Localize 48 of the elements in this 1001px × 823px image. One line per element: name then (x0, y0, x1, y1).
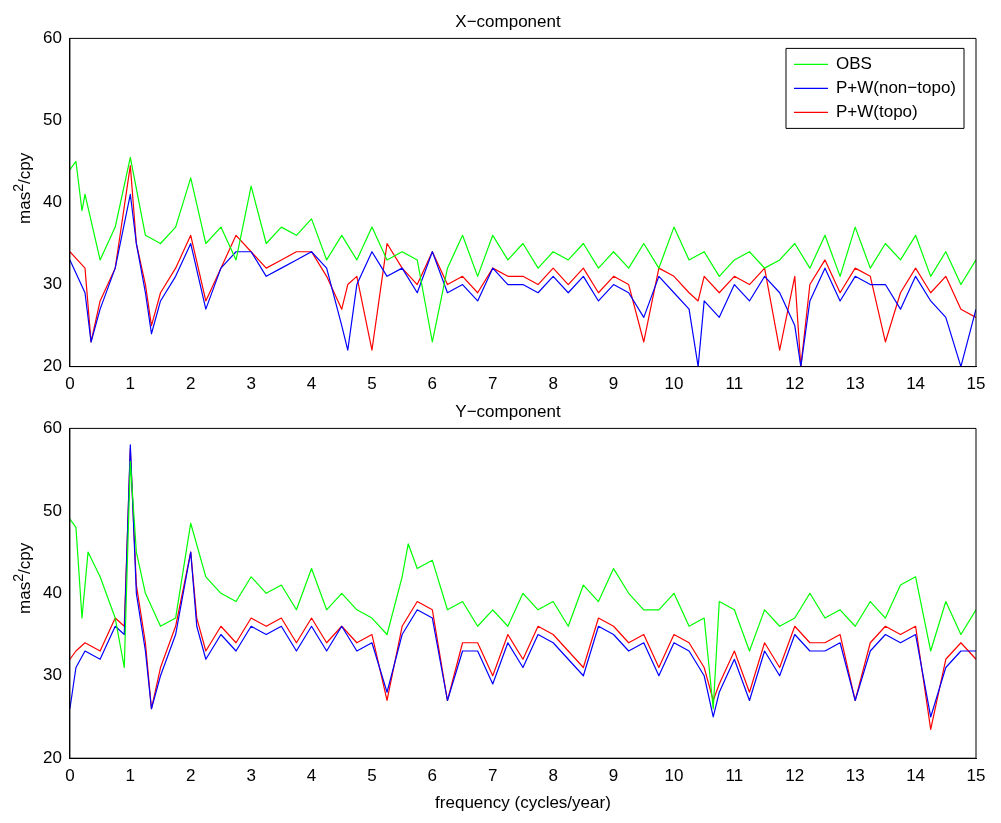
legend-label: P+W(non−topo) (835, 78, 956, 98)
y-tick-label: 20 (42, 747, 62, 767)
legend-label: P+W(topo) (835, 102, 918, 122)
chart-title: Y−component (455, 401, 561, 421)
x-tick-label: 4 (306, 374, 317, 394)
x-tick-label: 6 (427, 766, 438, 786)
y-tick-label: 60 (42, 28, 62, 48)
chart-title: X−component (455, 11, 561, 31)
x-tick-label: 0 (65, 766, 75, 786)
x-tick-label: 1 (125, 374, 136, 394)
x-tick-label: 5 (367, 374, 377, 394)
x-tick-label: 4 (306, 766, 317, 786)
x-tick-label: 15 (966, 766, 986, 786)
x-tick-label: 15 (966, 374, 986, 394)
y-tick-label: 60 (42, 418, 62, 438)
x-tick-label: 3 (246, 374, 256, 394)
y-tick-label: 30 (42, 274, 62, 294)
x-tick-label: 7 (488, 766, 498, 786)
y-tick-label: 40 (42, 582, 62, 602)
y-tick-label: 50 (42, 110, 62, 130)
x-tick-label: 14 (906, 766, 926, 786)
x-tick-label: 2 (185, 374, 196, 394)
legend-label: OBS (835, 54, 872, 74)
x-tick-label: 9 (608, 374, 619, 394)
x-tick-label: 14 (906, 374, 926, 394)
x-tick-label: 10 (664, 766, 684, 786)
x-tick-label: 12 (785, 766, 805, 786)
x-tick-label: 7 (488, 374, 498, 394)
x-tick-label: 11 (725, 766, 744, 786)
x-tick-label: 13 (845, 374, 865, 394)
x-tick-label: 10 (664, 374, 684, 394)
x-tick-label: 11 (725, 374, 744, 394)
x-tick-label: 13 (845, 766, 865, 786)
x-tick-label: 5 (367, 766, 377, 786)
y-tick-label: 30 (42, 665, 62, 685)
x-tick-label: 12 (785, 374, 805, 394)
x-tick-label: 3 (246, 766, 256, 786)
x-axis-title: frequency (cycles/year) (435, 793, 611, 813)
x-tick-label: 6 (427, 374, 438, 394)
x-tick-label: 8 (548, 766, 558, 786)
y-tick-label: 50 (42, 500, 62, 520)
y-tick-label: 40 (42, 192, 62, 212)
x-tick-label: 0 (65, 374, 75, 394)
y-tick-label: 20 (42, 356, 62, 376)
x-tick-label: 9 (608, 766, 619, 786)
x-tick-label: 1 (125, 766, 136, 786)
x-tick-label: 8 (548, 374, 558, 394)
x-tick-label: 2 (185, 766, 196, 786)
